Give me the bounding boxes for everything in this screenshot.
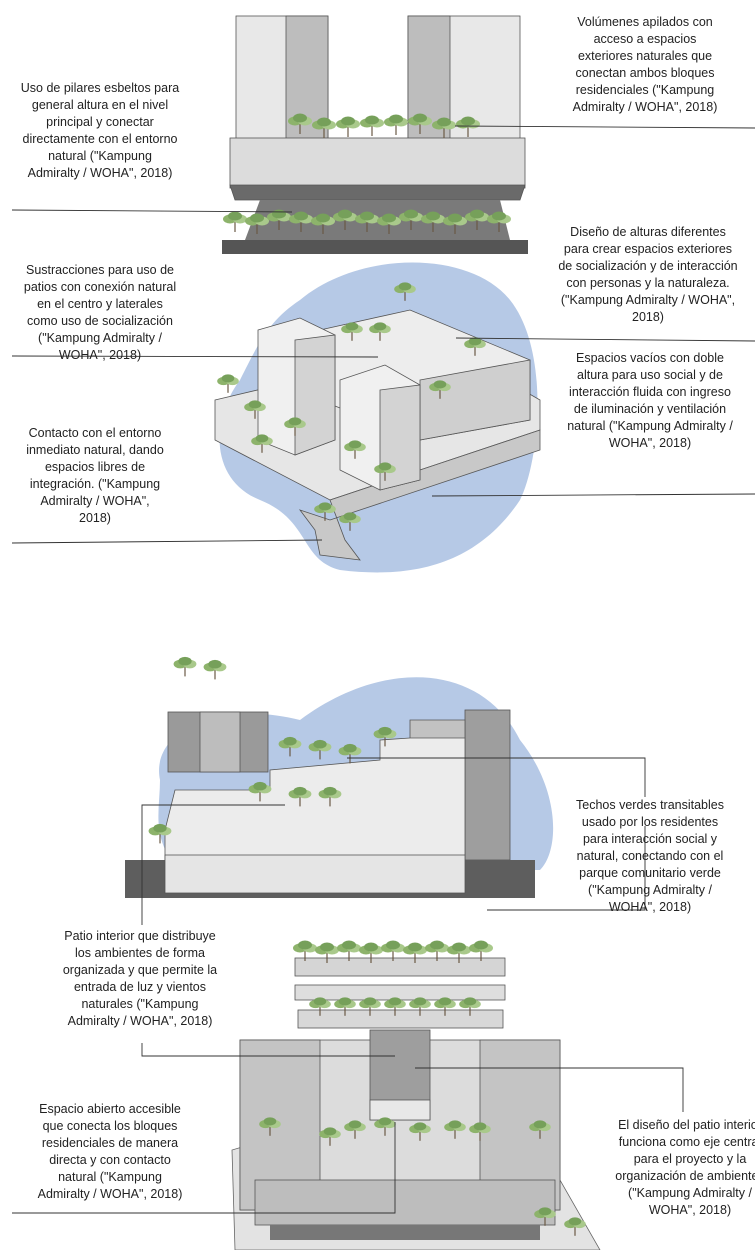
annotation-line: Admiralty / WOHA", 2018) [30, 1013, 250, 1030]
tree [360, 116, 384, 137]
annotation-line: para crear espacios exteriores [538, 241, 755, 258]
tree [174, 657, 197, 676]
annotation-line: Patio interior que distribuye [30, 928, 250, 945]
annotation-line: natural ("Kampung [0, 1169, 220, 1186]
annotation-line: naturales ("Kampung [30, 996, 250, 1013]
annotation-line: con personas y la naturaleza. [538, 275, 755, 292]
annotation-line: para el proyecto y la [580, 1151, 755, 1168]
annotation: Techos verdes transitablesusado por los … [540, 797, 755, 916]
annotation-line: Admiralty / WOHA", 2018) [535, 99, 755, 116]
annotation-line: 2018) [0, 510, 205, 527]
annotation-line: WOHA", 2018) [0, 347, 210, 364]
annotation-line: organizada y que permite la [30, 962, 250, 979]
annotation-line: de socialización y de interacción [538, 258, 755, 275]
annotation: Uso de pilares esbeltos parageneral altu… [0, 80, 210, 182]
annotation-line: que conecta los bloques [0, 1118, 220, 1135]
annotation-line: Sustracciones para uso de [0, 262, 210, 279]
annotation-line: Uso de pilares esbeltos para [0, 80, 210, 97]
annotation-line: acceso a espacios [535, 31, 755, 48]
annotation-line: como uso de socialización [0, 313, 210, 330]
annotation-line: funciona como eje central [580, 1134, 755, 1151]
annotation-line: residenciales de manera [0, 1135, 220, 1152]
annotation-line: los ambientes de forma [30, 945, 250, 962]
annotation-line: Espacios vacíos con doble [540, 350, 755, 367]
annotation-line: Volúmenes apilados con [535, 14, 755, 31]
annotation-line: organización de ambientes [580, 1168, 755, 1185]
annotation-line: WOHA", 2018) [540, 435, 755, 452]
annotation-line: natural ("Kampung Admiralty / [540, 418, 755, 435]
annotation-line: Espacio abierto accesible [0, 1101, 220, 1118]
annotation-line: directamente con el entorno [0, 131, 210, 148]
annotation-line: Contacto con el entorno [0, 425, 205, 442]
annotation-line: ("Kampung Admiralty / [580, 1185, 755, 1202]
annotation-line: WOHA", 2018) [540, 899, 755, 916]
annotation-line: El diseño del patio interior [580, 1117, 755, 1134]
annotation-line: conectan ambos bloques [535, 65, 755, 82]
annotation-line: residenciales ("Kampung [535, 82, 755, 99]
annotation-line: Admiralty / WOHA", 2018) [0, 1186, 220, 1203]
annotation-line: ("Kampung Admiralty / [0, 330, 210, 347]
annotation-line: Admiralty / WOHA", 2018) [0, 165, 210, 182]
annotation-line: natural ("Kampung [0, 148, 210, 165]
page: Volúmenes apilados conacceso a espaciose… [0, 0, 755, 1250]
annotation-line: usado por los residentes [540, 814, 755, 831]
building-3 [125, 677, 553, 898]
annotation-line: espacios libres de [0, 459, 205, 476]
annotation-line: Diseño de alturas diferentes [538, 224, 755, 241]
annotation-line: parque comunitario verde [540, 865, 755, 882]
annotation-line: general altura en el nivel [0, 97, 210, 114]
annotation-line: para interacción social y [540, 831, 755, 848]
annotation-line: ("Kampung Admiralty / [540, 882, 755, 899]
annotation-line: Admiralty / WOHA", [0, 493, 205, 510]
annotation-line: ("Kampung Admiralty / WOHA", [538, 292, 755, 309]
annotation-line: principal y conectar [0, 114, 210, 131]
tree [223, 212, 247, 233]
annotation-line: altura para uso social y de [540, 367, 755, 384]
tree [204, 660, 227, 679]
annotation-line: interacción fluida con ingreso [540, 384, 755, 401]
annotation-line: patios con conexión natural [0, 279, 210, 296]
annotation-line: de iluminación y ventilación [540, 401, 755, 418]
illustrations [0, 0, 755, 1250]
annotation-line: en el centro y laterales [0, 296, 210, 313]
annotation: Sustracciones para uso depatios con cone… [0, 262, 210, 364]
building-2 [215, 263, 540, 573]
annotation-line: exteriores naturales que [535, 48, 755, 65]
annotation-line: integración. ("Kampung [0, 476, 205, 493]
annotation-line: natural, conectando con el [540, 848, 755, 865]
annotation-line: directa y con contacto [0, 1152, 220, 1169]
annotation-line: entrada de luz y vientos [30, 979, 250, 996]
annotation-line: Techos verdes transitables [540, 797, 755, 814]
tree [336, 117, 360, 138]
annotation-line: 2018) [538, 309, 755, 326]
annotation-line: inmediato natural, dando [0, 442, 205, 459]
annotation-line: WOHA", 2018) [580, 1202, 755, 1219]
tree [384, 115, 408, 136]
